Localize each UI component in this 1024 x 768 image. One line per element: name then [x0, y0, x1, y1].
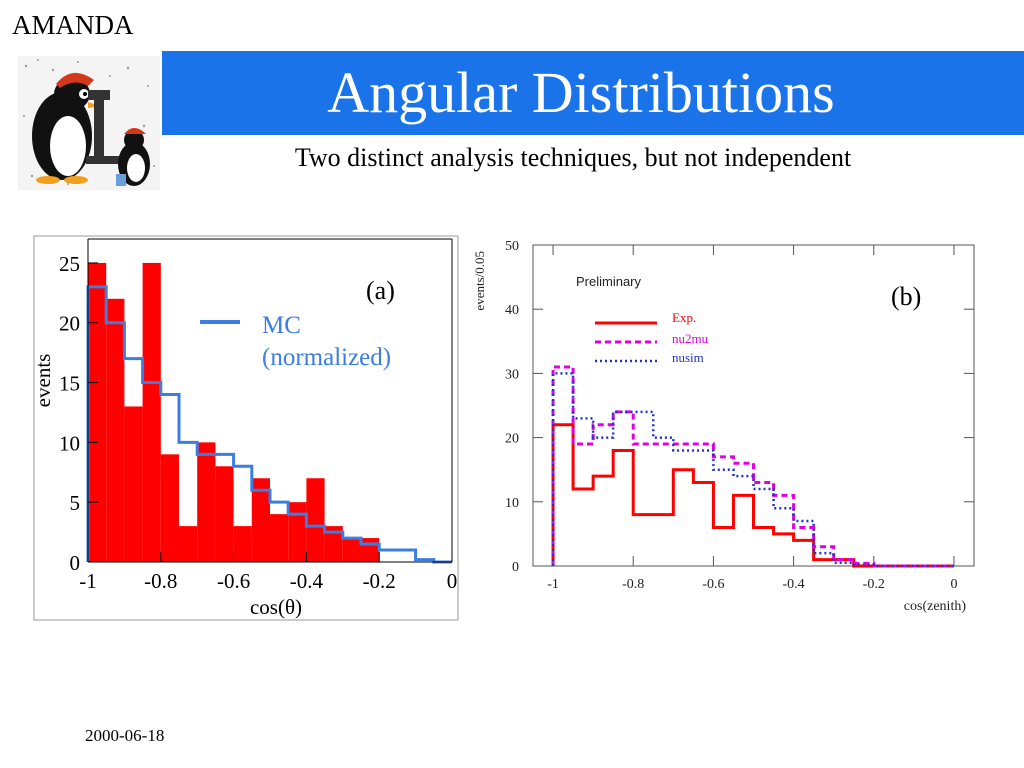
chart-b-xlabel: cos(zenith): [904, 599, 967, 614]
chart-a-bar: [288, 502, 307, 562]
chart-b-ylabel: events/0.05: [472, 251, 487, 311]
chart-a-xtick-label: -0.8: [144, 569, 177, 593]
legend-mc-sublabel: (normalized): [262, 344, 392, 371]
chart-a-ytick-label: 20: [59, 312, 80, 336]
chart-a-ylabel: events: [31, 354, 55, 408]
legend-mc-swatch: [200, 320, 240, 324]
chart-a-xtick-label: -0.2: [363, 569, 396, 593]
chart-b-series-0: [551, 423, 954, 568]
chart-a-ytick-label: 0: [70, 551, 81, 575]
chart-a-ytick-label: 25: [59, 252, 80, 276]
panel-label-b: (b): [891, 282, 922, 311]
footer-date: 2000-06-18: [85, 726, 165, 745]
chart-b-xtick-label: -0.6: [702, 577, 724, 592]
chart-a-xtick-label: -0.4: [290, 569, 324, 593]
title-bar: Angular Distributions: [162, 51, 1024, 135]
panel-label-a: (a): [366, 276, 395, 305]
chart-a-bar: [306, 478, 325, 562]
chart-b-xtick-label: -0.8: [622, 577, 644, 592]
chart-b-ytick-label: 40: [505, 303, 519, 318]
chart-b-ytick-label: 10: [505, 496, 519, 511]
chart-a-bar: [106, 298, 125, 562]
chart-b-xtick-label: -0.4: [783, 577, 805, 592]
chart-b-legend-label: Exp.: [672, 310, 696, 325]
chart-a-bar: [342, 538, 361, 562]
chart-b-xtick-label: -0.2: [863, 577, 885, 592]
chart-a-ytick-label: 5: [70, 491, 81, 515]
chart-a-bar: [142, 262, 161, 562]
chart-b-ytick-label: 0: [512, 560, 519, 575]
chart-b-legend-label: nusim: [672, 350, 704, 365]
legend-mc-label: MC: [262, 312, 301, 339]
chart-a-bar: [88, 262, 107, 562]
chart-b-legend-label: nu2mu: [672, 331, 709, 346]
chart-b-ytick-label: 30: [505, 367, 519, 382]
chart-b-frame: [532, 244, 975, 567]
chart-a: 0 5 10 15 20 25 -1 -0.8 -0.6 -0.4 -0.2 0 cos(θ) event…: [31, 235, 459, 621]
chart-b-ytick-label: 50: [505, 239, 519, 254]
chart-a-bar: [270, 514, 289, 562]
chart-a-xlabel: cos(θ): [250, 595, 302, 619]
chart-a-bar: [324, 526, 343, 562]
chart-a-xtick-label: -0.6: [217, 569, 250, 593]
chart-b-annotation: Preliminary: [576, 274, 642, 289]
chart-a-bar: [215, 466, 234, 562]
chart-a-bar: [197, 442, 216, 562]
legend-mc-text: MC (normalized): [262, 310, 462, 374]
chart-b-ytick-label: 20: [505, 432, 519, 447]
chart-b: 0 10 20 30 40 50 -1 -0.8 -0.6 -0.4 -0.2 0 cos(zenith…: [472, 239, 975, 614]
slide-subtitle: Two distinct analysis techniques, but no…: [294, 143, 852, 172]
chart-b-xtick-label: 0: [950, 577, 957, 592]
chart-a-bar: [233, 526, 252, 562]
chart-b-xtick-label: -1: [547, 577, 559, 592]
chart-a-bar: [124, 406, 143, 562]
corner-label: AMANDA: [12, 10, 134, 40]
chart-a-ytick-label: 10: [59, 431, 80, 455]
chart-a-bar: [251, 478, 270, 562]
slide-title: Angular Distributions: [327, 60, 835, 125]
chart-a-bar: [361, 538, 380, 562]
chart-a-xtick-label: 0: [447, 569, 458, 593]
chart-a-bar: [160, 454, 179, 562]
chart-a-xtick-label: -1: [79, 569, 97, 593]
chart-a-ytick-label: 15: [59, 372, 80, 396]
chart-a-bar: [179, 526, 198, 562]
penguin-with-microscope-icon: [18, 56, 160, 190]
chart-a-mc-line: [86, 285, 452, 564]
